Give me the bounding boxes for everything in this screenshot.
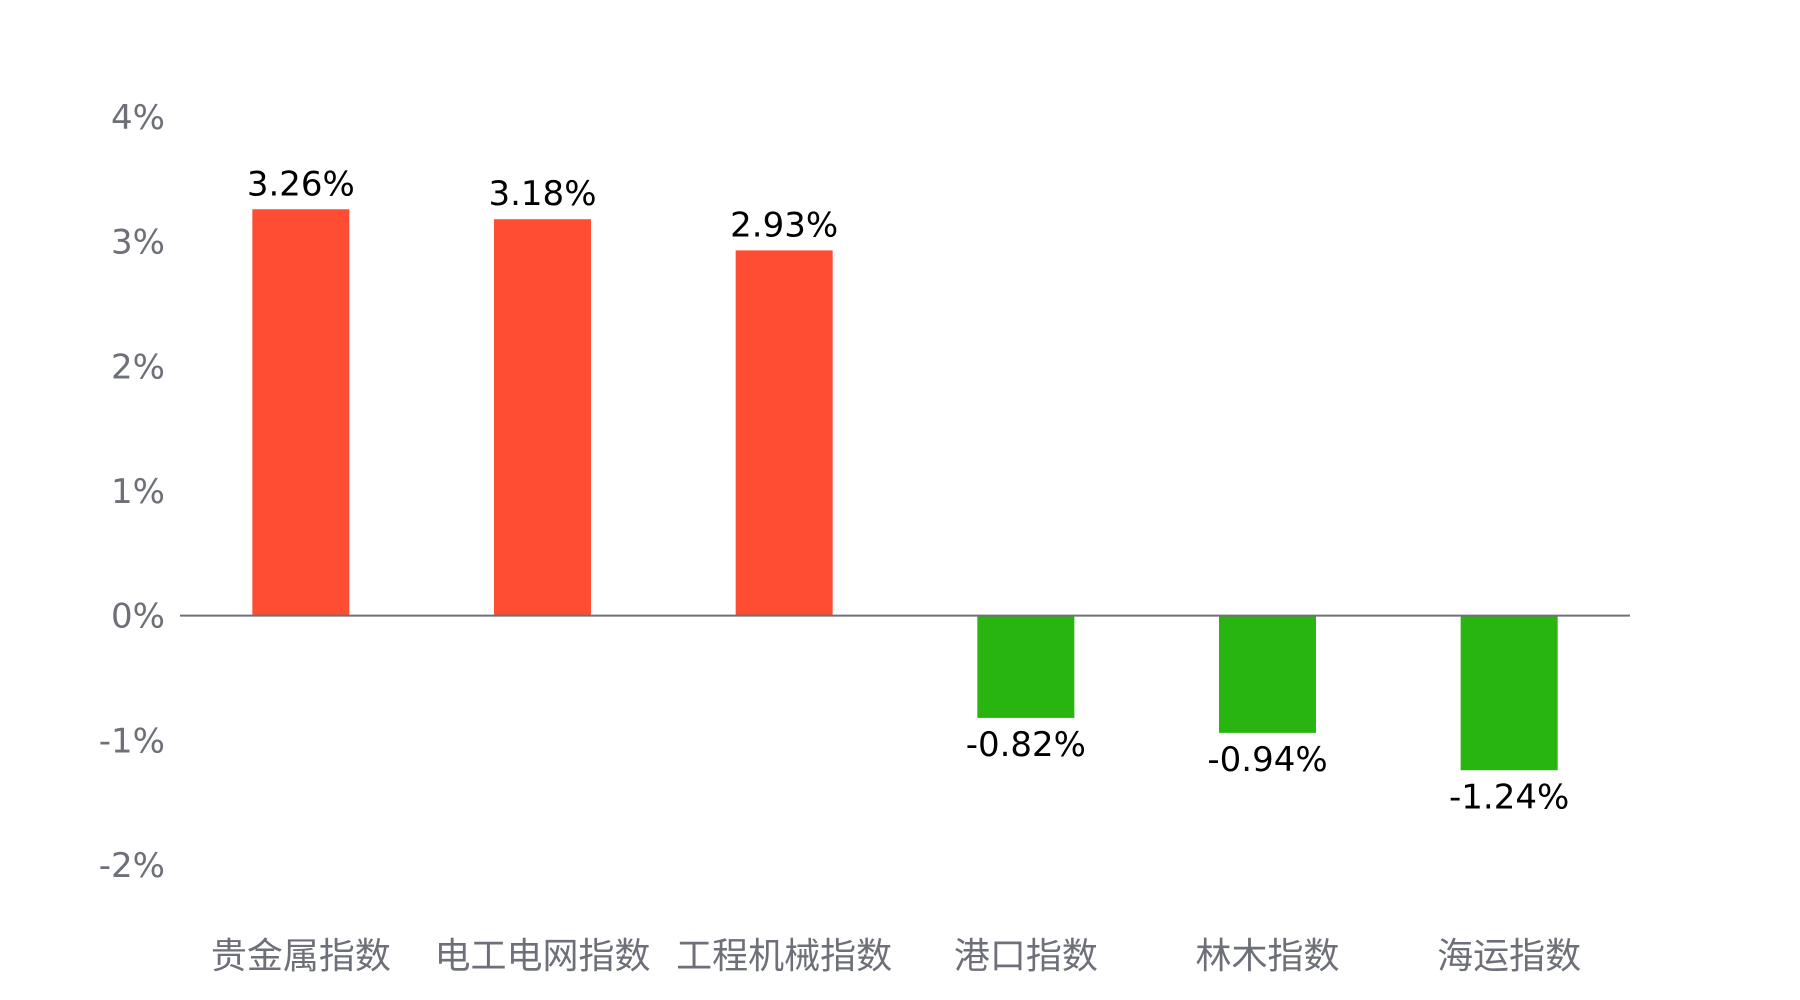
x-axis-category-labels: 贵金属指数 电工电网指数 工程机械指数 港口指数 林木指数 海运指数	[211, 936, 1581, 977]
y-tick-label: 0%	[111, 597, 165, 637]
y-tick-label: 3%	[111, 223, 165, 263]
data-label: -0.94%	[1207, 740, 1327, 780]
bar	[977, 615, 1075, 718]
data-label: 3.18%	[488, 174, 596, 214]
y-tick-label: -2%	[99, 846, 165, 886]
data-label: 2.93%	[730, 205, 838, 245]
y-tick-label: -1%	[99, 721, 165, 761]
y-axis-tick-labels: -2% -1% 0% 1% 2% 3% 4%	[99, 98, 165, 886]
bar	[494, 219, 591, 616]
x-category-label: 贵金属指数	[211, 936, 391, 977]
bar	[735, 250, 833, 616]
data-labels: 3.26% 3.18% 2.93% -0.82% -0.94% -1.24%	[247, 164, 1569, 817]
data-label: -0.82%	[966, 725, 1086, 765]
x-category-label: 港口指数	[954, 936, 1098, 977]
y-tick-label: 4%	[111, 98, 165, 138]
bar	[1219, 615, 1316, 733]
x-category-label: 林木指数	[1195, 936, 1339, 977]
bar	[252, 209, 350, 616]
x-category-label: 海运指数	[1437, 936, 1581, 977]
bar-series	[252, 209, 1558, 771]
y-tick-label: 1%	[111, 472, 165, 512]
data-label: -1.24%	[1449, 777, 1569, 817]
x-category-label: 工程机械指数	[676, 936, 892, 977]
data-label: 3.26%	[247, 164, 355, 204]
y-tick-label: 2%	[111, 347, 165, 387]
bar	[1460, 615, 1558, 771]
x-category-label: 电工电网指数	[434, 936, 650, 977]
